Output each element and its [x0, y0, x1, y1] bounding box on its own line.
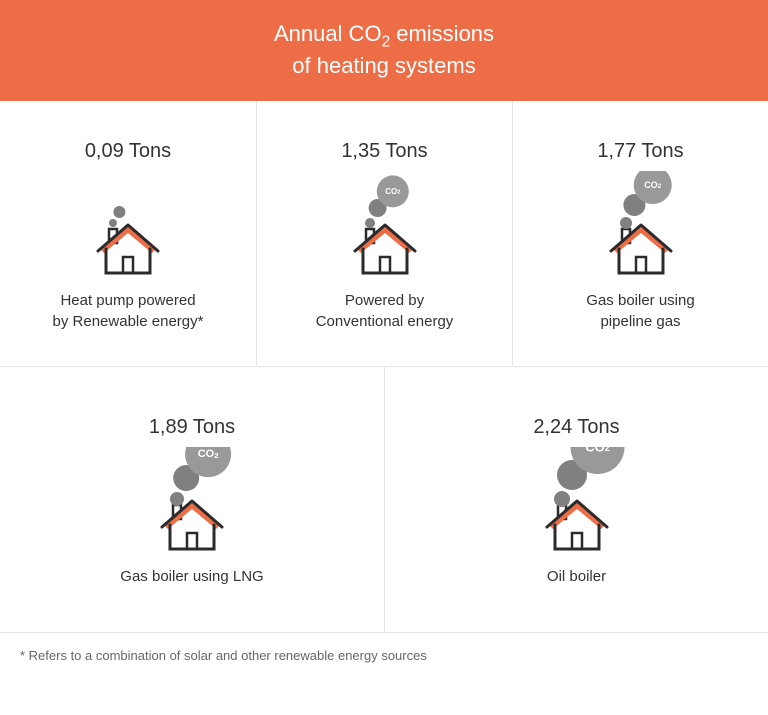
row-1: 0,09 Tons Heat pump powered by Renewable…	[0, 101, 768, 367]
value-label: 0,09 Tons	[85, 140, 171, 163]
system-label: Oil boiler	[547, 567, 606, 587]
house-icon: CO2	[517, 447, 637, 557]
cell-oil: 2,24 Tons CO2 Oil boiler	[384, 367, 768, 632]
system-label: Heat pump powered by Renewable energy*	[53, 291, 204, 332]
row-2: 1,89 Tons CO2 Gas boiler using LNG 2,24 …	[0, 367, 768, 633]
value-label: 1,89 Tons	[149, 416, 235, 439]
cell-lng: 1,89 Tons CO2 Gas boiler using LNG	[0, 367, 384, 632]
svg-text:CO2: CO2	[198, 448, 219, 460]
cell-heat-pump: 0,09 Tons Heat pump powered by Renewable…	[0, 101, 256, 366]
footnote: * Refers to a combination of solar and o…	[0, 633, 768, 678]
house-icon	[68, 171, 188, 281]
value-label: 1,77 Tons	[597, 140, 683, 163]
cell-conventional: 1,35 Tons CO2 Powered by Conventional en…	[256, 101, 512, 366]
system-label: Powered by Conventional energy	[316, 291, 454, 332]
house-icon: CO2	[581, 171, 701, 281]
house-icon: CO2	[132, 447, 252, 557]
cell-pipeline-gas: 1,77 Tons CO2 Gas boiler using pipeline …	[512, 101, 768, 366]
value-label: 2,24 Tons	[533, 416, 619, 439]
value-label: 1,35 Tons	[341, 140, 427, 163]
system-label: Gas boiler using LNG	[120, 567, 263, 587]
house-icon: CO2	[325, 171, 445, 281]
system-label: Gas boiler using pipeline gas	[586, 291, 694, 332]
chart-header: Annual CO2 emissionsof heating systems	[0, 0, 768, 101]
